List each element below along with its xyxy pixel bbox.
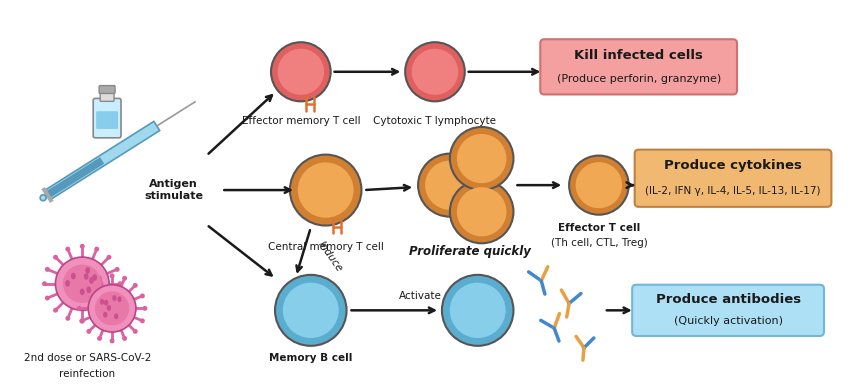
Ellipse shape xyxy=(92,274,97,281)
Ellipse shape xyxy=(450,127,513,190)
Text: Effector memory T cell: Effector memory T cell xyxy=(242,116,360,126)
Circle shape xyxy=(109,339,115,343)
Ellipse shape xyxy=(277,49,324,95)
Ellipse shape xyxy=(457,134,506,183)
FancyBboxPatch shape xyxy=(96,111,118,129)
Text: Memory B cell: Memory B cell xyxy=(269,353,352,363)
FancyBboxPatch shape xyxy=(541,39,737,94)
Text: Effector T cell: Effector T cell xyxy=(558,223,640,232)
Ellipse shape xyxy=(71,273,76,279)
Circle shape xyxy=(118,281,122,286)
Circle shape xyxy=(80,244,84,249)
Ellipse shape xyxy=(107,305,111,311)
Text: Produce antibodies: Produce antibodies xyxy=(655,293,801,306)
Circle shape xyxy=(97,276,102,281)
Circle shape xyxy=(86,329,91,334)
Circle shape xyxy=(65,246,71,252)
Circle shape xyxy=(42,281,47,286)
Circle shape xyxy=(115,267,120,272)
Circle shape xyxy=(122,336,127,341)
Circle shape xyxy=(88,285,136,332)
Ellipse shape xyxy=(80,289,84,295)
Text: Proliferate quickly: Proliferate quickly xyxy=(409,245,530,258)
Circle shape xyxy=(80,319,84,324)
Text: reinfection: reinfection xyxy=(59,369,115,379)
FancyBboxPatch shape xyxy=(93,98,121,138)
Circle shape xyxy=(142,306,147,311)
Circle shape xyxy=(53,308,58,313)
Circle shape xyxy=(122,276,127,281)
Text: Central memory T cell: Central memory T cell xyxy=(268,242,384,252)
Ellipse shape xyxy=(112,295,116,301)
Text: Produce cytokines: Produce cytokines xyxy=(664,160,802,172)
Text: (Th cell, CTL, Treg): (Th cell, CTL, Treg) xyxy=(550,238,647,248)
Circle shape xyxy=(139,318,145,323)
Ellipse shape xyxy=(412,49,458,95)
Ellipse shape xyxy=(298,162,354,218)
FancyBboxPatch shape xyxy=(99,85,115,94)
Circle shape xyxy=(94,246,99,252)
Circle shape xyxy=(77,306,82,311)
Circle shape xyxy=(53,255,58,260)
Ellipse shape xyxy=(103,312,108,318)
Ellipse shape xyxy=(271,42,331,101)
Ellipse shape xyxy=(457,187,506,236)
Ellipse shape xyxy=(40,195,46,201)
Ellipse shape xyxy=(65,280,70,287)
Ellipse shape xyxy=(86,287,91,293)
Text: 2nd dose or SARS-CoV-2: 2nd dose or SARS-CoV-2 xyxy=(23,353,151,363)
Polygon shape xyxy=(45,121,159,200)
Text: (Quickly activation): (Quickly activation) xyxy=(673,316,783,326)
Ellipse shape xyxy=(275,275,346,346)
Text: Activate: Activate xyxy=(399,291,442,301)
Text: Antigen
stimulate: Antigen stimulate xyxy=(144,179,203,201)
Circle shape xyxy=(63,264,102,303)
Circle shape xyxy=(97,336,102,341)
Circle shape xyxy=(86,283,91,288)
Text: Cytotoxic T lymphocyte: Cytotoxic T lymphocyte xyxy=(374,116,497,126)
Text: Kill infected cells: Kill infected cells xyxy=(574,48,703,62)
Ellipse shape xyxy=(89,277,94,284)
Ellipse shape xyxy=(425,161,474,210)
Ellipse shape xyxy=(576,162,623,208)
Circle shape xyxy=(109,273,115,278)
Ellipse shape xyxy=(449,283,505,338)
Circle shape xyxy=(115,296,120,301)
Ellipse shape xyxy=(442,275,513,346)
Circle shape xyxy=(133,329,138,334)
FancyBboxPatch shape xyxy=(632,285,824,336)
Circle shape xyxy=(139,293,145,298)
Ellipse shape xyxy=(84,273,89,280)
Text: Induce: Induce xyxy=(317,239,344,273)
Ellipse shape xyxy=(418,154,481,217)
Circle shape xyxy=(79,318,84,323)
Circle shape xyxy=(94,316,99,321)
Text: (IL-2, IFN γ, IL-4, IL-5, IL-13, IL-17): (IL-2, IFN γ, IL-4, IL-5, IL-13, IL-17) xyxy=(645,186,821,195)
Ellipse shape xyxy=(114,314,118,319)
Circle shape xyxy=(45,267,50,272)
Circle shape xyxy=(107,308,111,313)
Circle shape xyxy=(79,293,84,298)
FancyBboxPatch shape xyxy=(635,150,832,207)
Ellipse shape xyxy=(117,296,121,302)
Circle shape xyxy=(65,316,71,321)
Ellipse shape xyxy=(450,180,513,243)
Circle shape xyxy=(95,291,129,325)
Ellipse shape xyxy=(406,42,465,101)
Ellipse shape xyxy=(283,283,338,338)
Circle shape xyxy=(55,257,109,310)
Polygon shape xyxy=(46,157,104,198)
Ellipse shape xyxy=(569,156,629,215)
FancyBboxPatch shape xyxy=(100,92,114,101)
Text: (Produce perforin, granzyme): (Produce perforin, granzyme) xyxy=(556,74,721,84)
Ellipse shape xyxy=(104,300,108,306)
Ellipse shape xyxy=(85,267,90,274)
Ellipse shape xyxy=(290,154,362,225)
Ellipse shape xyxy=(100,299,104,305)
Circle shape xyxy=(107,255,111,260)
Circle shape xyxy=(45,296,50,301)
Circle shape xyxy=(133,283,138,288)
